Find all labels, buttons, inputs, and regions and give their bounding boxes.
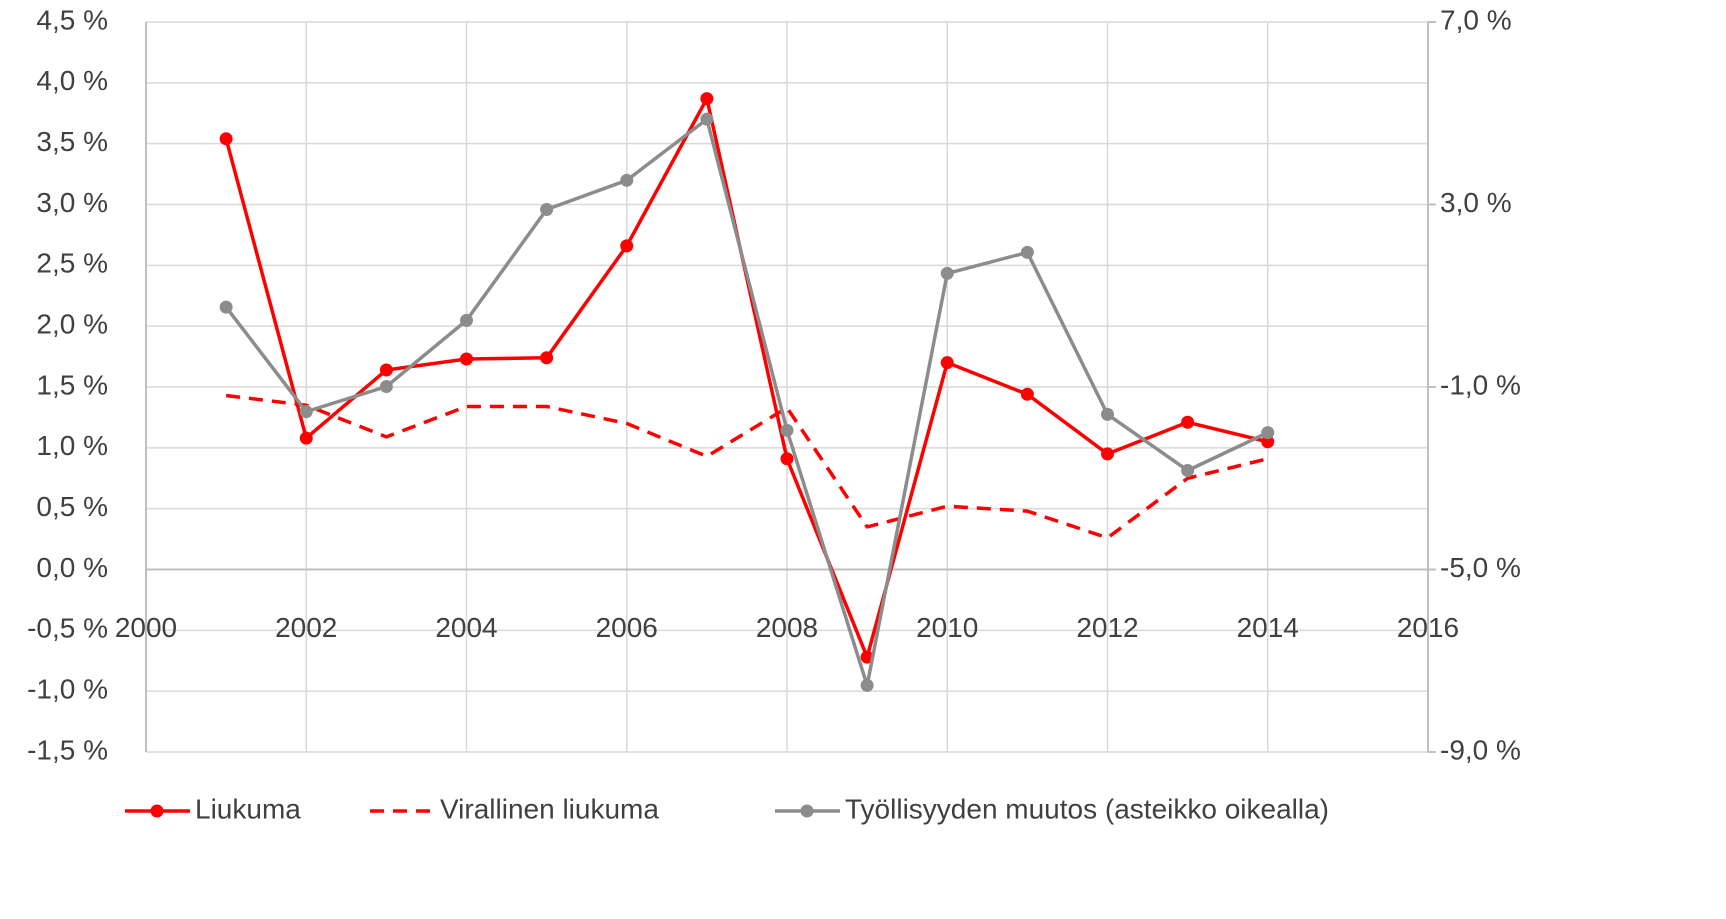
point <box>1101 447 1114 461</box>
point <box>1020 387 1034 401</box>
point <box>379 363 393 377</box>
series-line <box>224 117 1269 688</box>
y-tick-label: 4,0 % <box>36 65 108 96</box>
point <box>540 203 554 217</box>
y2-tick-label: -9,0 % <box>1440 734 1521 765</box>
x-tick-label: 2014 <box>1237 612 1299 643</box>
y-tick-label: 2,5 % <box>36 248 108 279</box>
point <box>299 431 313 445</box>
y-tick-label: -0,5 % <box>27 613 108 644</box>
point <box>1261 435 1275 449</box>
y-tick-label: -1,5 % <box>27 734 108 765</box>
point <box>299 405 313 419</box>
x-tick-label: 2004 <box>435 612 497 643</box>
y-tick-label: 4,5 % <box>36 4 108 35</box>
point <box>1261 426 1275 440</box>
x-tick-label: 2008 <box>756 612 818 643</box>
legend-label: Liukuma <box>195 793 301 824</box>
legend-marker <box>150 804 164 818</box>
series-line <box>224 96 1269 659</box>
point <box>780 423 794 437</box>
y2-tick-label: -1,0 % <box>1440 369 1521 400</box>
point <box>460 313 473 327</box>
legend-label: Virallinen liukuma <box>440 793 659 824</box>
legend-marker <box>800 804 814 818</box>
point <box>1181 415 1195 429</box>
y-tick-label: 1,0 % <box>36 430 108 461</box>
point <box>379 380 393 394</box>
x-tick-label: 2006 <box>596 612 658 643</box>
y2-tick-label: 3,0 % <box>1440 187 1512 218</box>
y2-tick-label: 7,0 % <box>1440 4 1512 35</box>
y-tick-label: 2,0 % <box>36 309 108 340</box>
y-tick-label: 1,5 % <box>36 369 108 400</box>
point <box>620 239 634 253</box>
point <box>1020 245 1034 259</box>
point <box>1101 407 1114 421</box>
point <box>940 356 954 370</box>
y-tick-label: 3,0 % <box>36 187 108 218</box>
point <box>460 352 473 366</box>
series-line <box>225 393 1269 540</box>
point <box>700 92 714 106</box>
y-tick-label: 0,0 % <box>36 552 108 583</box>
point <box>219 300 233 314</box>
point <box>1181 463 1195 477</box>
point <box>219 132 233 146</box>
point <box>860 678 874 692</box>
y-tick-label: 0,5 % <box>36 491 108 522</box>
point <box>620 173 634 187</box>
legend-label: Työllisyyden muutos (asteikko oikealla) <box>845 793 1329 824</box>
point <box>780 452 794 466</box>
point <box>540 351 554 365</box>
point <box>940 266 954 280</box>
x-tick-label: 2012 <box>1076 612 1138 643</box>
x-tick-label: 2002 <box>275 612 337 643</box>
y-tick-label: -1,0 % <box>27 674 108 705</box>
x-tick-label: 2010 <box>916 612 978 643</box>
point <box>700 112 714 126</box>
y2-tick-label: -5,0 % <box>1440 552 1521 583</box>
y-tick-label: 3,5 % <box>36 126 108 157</box>
